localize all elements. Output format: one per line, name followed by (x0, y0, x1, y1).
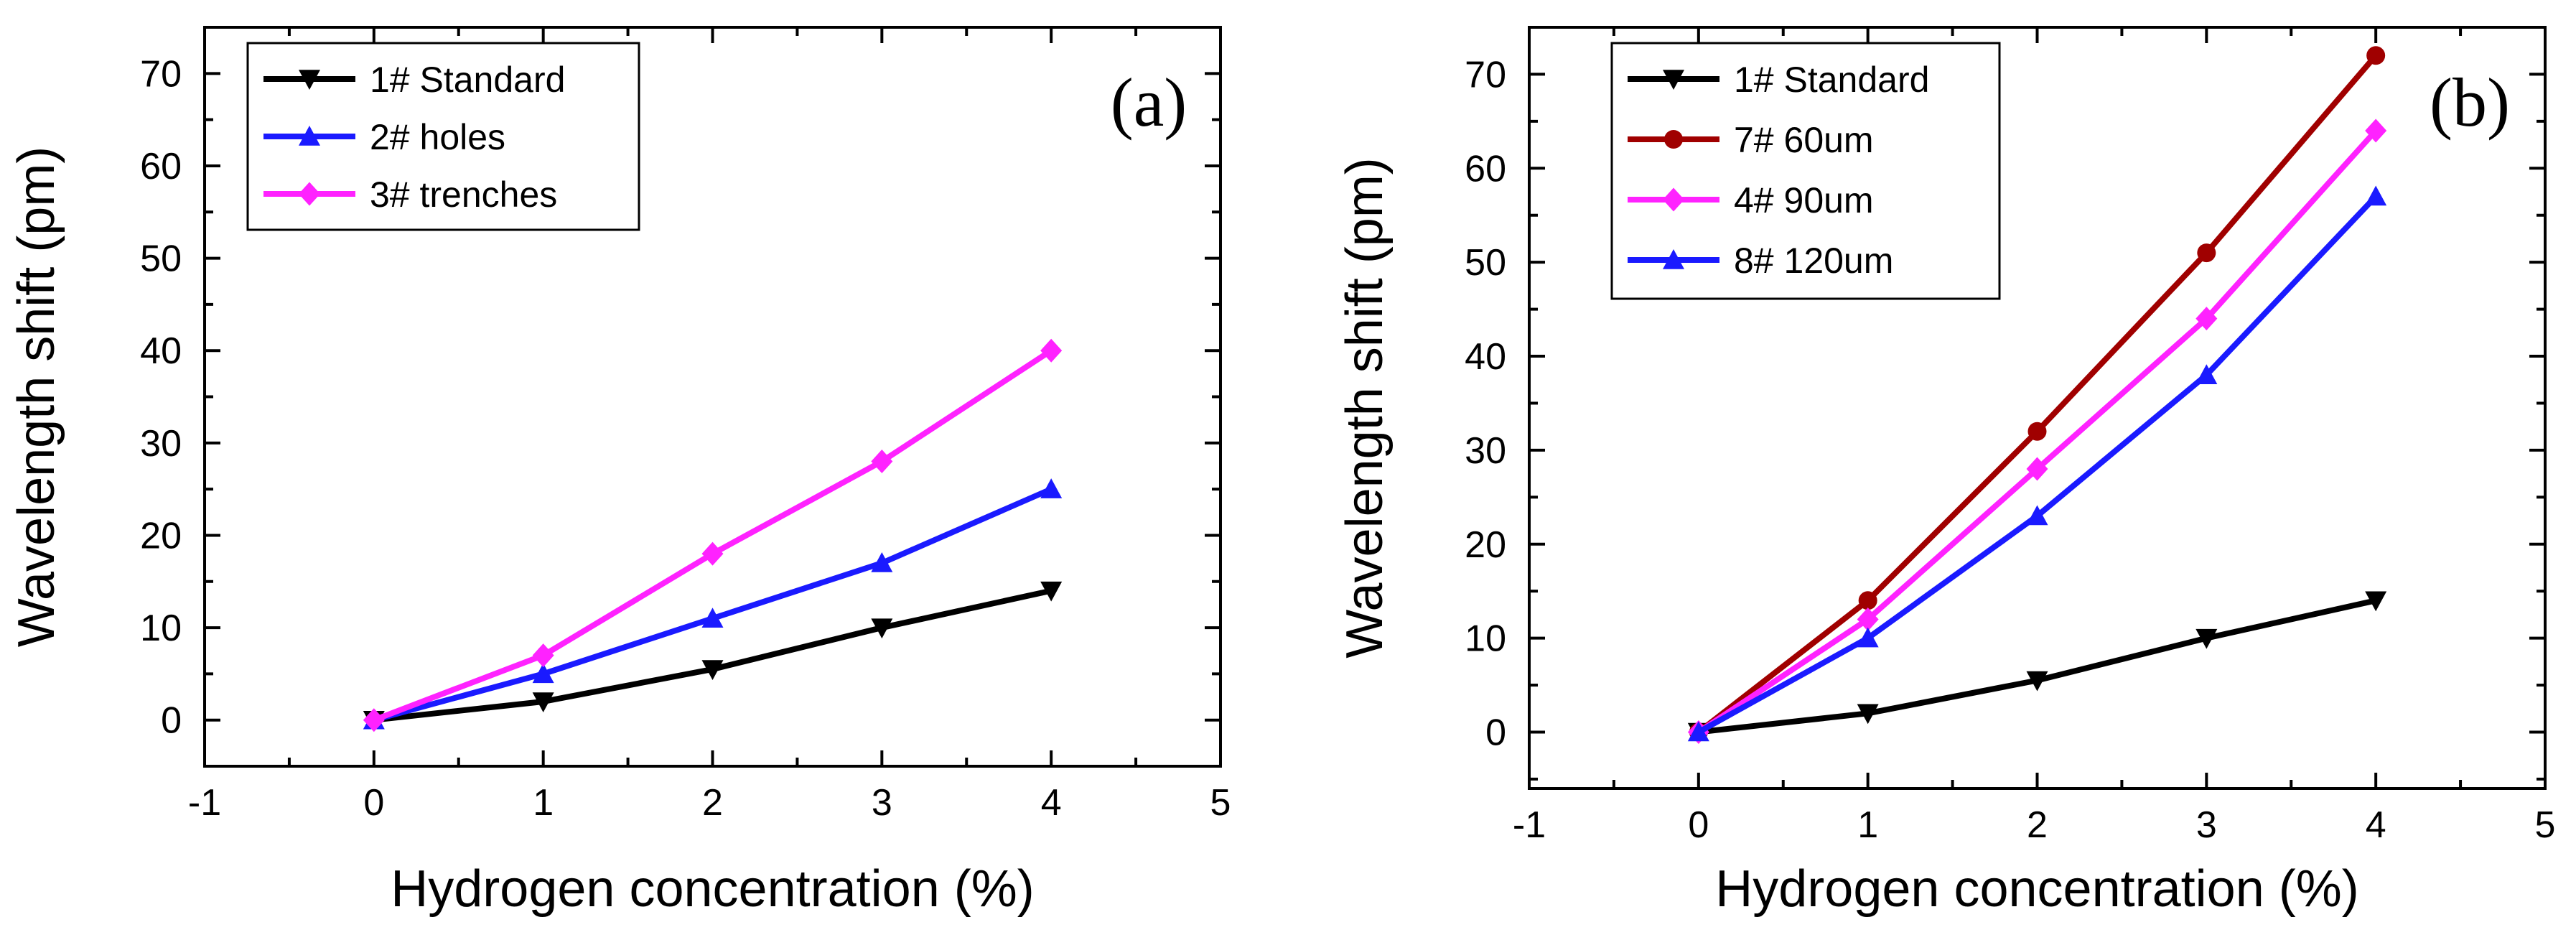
data-point (1857, 607, 1879, 631)
x-tick-label: 2 (702, 782, 723, 824)
x-tick-label: 5 (1210, 782, 1231, 824)
data-point (2026, 505, 2048, 526)
data-point (532, 663, 554, 684)
legend-marker (1663, 249, 1684, 269)
data-point (1040, 581, 1063, 602)
data-point (1857, 704, 1879, 725)
data-point (2195, 364, 2218, 384)
data-point (2195, 307, 2218, 331)
data-point (532, 692, 554, 712)
legend-label: 1# Standard (1734, 60, 1929, 100)
y-axis-title: Wavelength shift (pm) (1336, 157, 1394, 659)
y-tick-label: 50 (140, 238, 182, 280)
data-point (532, 643, 554, 668)
data-point (1858, 591, 1877, 610)
y-tick-label: 40 (140, 330, 182, 372)
legend-marker (299, 182, 320, 206)
x-tick-label: 5 (2535, 804, 2556, 846)
legend-label: 2# holes (370, 117, 505, 157)
legend-marker (299, 70, 320, 90)
legend-marker (1664, 130, 1683, 149)
legend-marker (299, 126, 320, 146)
data-point (2366, 46, 2386, 65)
data-point (701, 608, 724, 628)
series-3 (1687, 185, 2387, 742)
x-tick-label: 0 (1688, 804, 1709, 846)
data-point (871, 552, 893, 572)
series-0 (363, 581, 1063, 731)
y-tick-label: 10 (140, 608, 182, 649)
data-point (871, 618, 893, 639)
data-point (871, 450, 893, 474)
x-tick-label: 2 (2027, 804, 2048, 846)
y-tick-label: 20 (1465, 524, 1506, 566)
data-point (2365, 591, 2387, 612)
legend-label: 8# 120um (1734, 241, 1893, 281)
x-tick-label: 4 (1041, 782, 1062, 824)
y-tick-label: 10 (1465, 618, 1506, 660)
legend-label: 1# Standard (370, 60, 565, 100)
y-tick-label: 70 (1465, 54, 1506, 96)
x-axis-title: Hydrogen concentration (%) (1715, 860, 2358, 918)
panel-label: (a) (1111, 64, 1187, 141)
data-point (1040, 478, 1063, 498)
data-point (701, 541, 724, 566)
x-tick-label: 1 (1857, 804, 1878, 846)
legend-marker (1663, 70, 1684, 90)
data-point (2195, 628, 2218, 649)
y-tick-label: 30 (1465, 430, 1506, 472)
legend-label: 4# 90um (1734, 180, 1874, 220)
data-point (701, 660, 724, 680)
series-line (373, 486, 1053, 723)
data-point (2365, 185, 2387, 206)
legend-label: 3# trenches (370, 174, 557, 215)
x-tick-label: -1 (188, 782, 221, 824)
x-tick-label: 3 (2196, 804, 2217, 846)
y-tick-label: 60 (140, 146, 182, 187)
y-tick-label: 30 (140, 423, 182, 465)
y-tick-label: 60 (1465, 148, 1506, 190)
x-tick-label: -1 (1513, 804, 1546, 846)
y-tick-label: 70 (140, 53, 182, 95)
y-axis-title: Wavelength shift (pm) (8, 146, 65, 648)
data-point (2026, 671, 2048, 692)
legend-marker (1663, 187, 1684, 212)
y-tick-label: 40 (1465, 336, 1506, 378)
data-point (363, 708, 385, 732)
x-tick-label: 0 (363, 782, 384, 824)
panel-label: (b) (2430, 64, 2510, 141)
y-tick-label: 0 (161, 700, 182, 742)
series-1 (363, 478, 1063, 730)
y-tick-label: 0 (1485, 712, 1506, 753)
data-point (1857, 627, 1879, 648)
data-point (2026, 457, 2048, 481)
data-point (2197, 243, 2216, 263)
legend-label: 7# 60um (1734, 120, 1874, 160)
data-point (2365, 118, 2387, 143)
y-tick-label: 20 (140, 515, 182, 557)
data-point (2027, 422, 2047, 441)
x-tick-label: 3 (872, 782, 892, 824)
x-axis-title: Hydrogen concentration (%) (391, 860, 1034, 918)
x-tick-label: 1 (533, 782, 554, 824)
series-2 (363, 338, 1063, 732)
x-tick-label: 4 (2366, 804, 2386, 846)
data-point (1040, 338, 1063, 363)
data-point (1687, 721, 1709, 742)
y-tick-label: 50 (1465, 242, 1506, 284)
